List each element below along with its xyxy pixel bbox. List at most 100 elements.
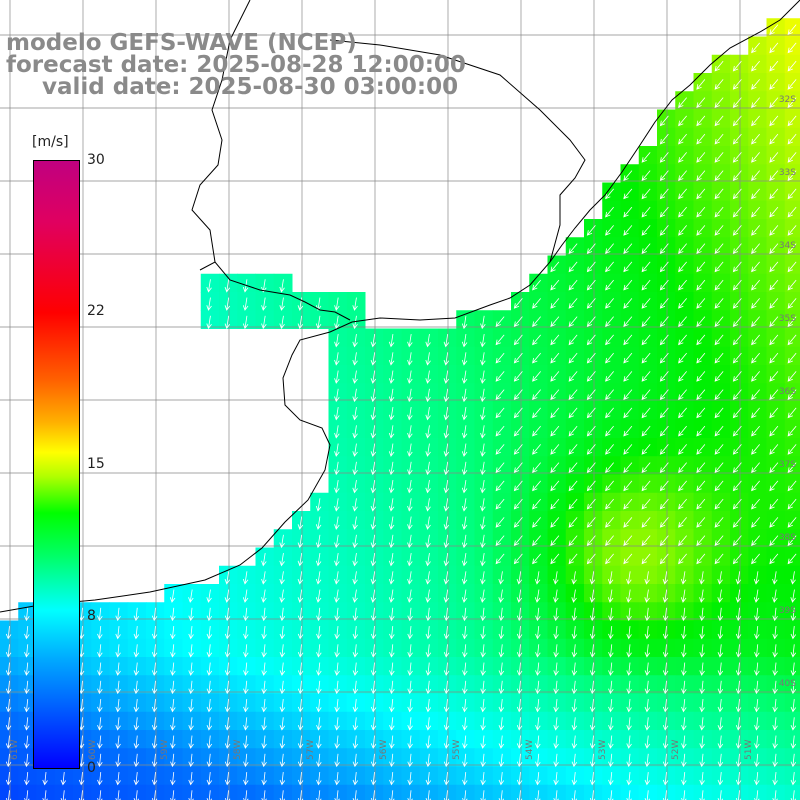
wind-arrow [586, 334, 596, 346]
wind-arrow [334, 680, 340, 695]
wind-arrow [681, 644, 687, 658]
wind-arrow [787, 152, 797, 163]
wind-arrow [243, 644, 249, 658]
wind-arrow [389, 644, 395, 658]
wind-arrow [553, 626, 559, 640]
wind-arrow [532, 352, 541, 364]
wind-arrow [659, 334, 669, 346]
wind-arrow [586, 279, 596, 291]
wind-arrow [352, 498, 358, 512]
wind-arrow [224, 699, 231, 713]
wind-speed-cell [784, 565, 800, 585]
wind-arrow [696, 79, 706, 90]
wind-arrow [334, 553, 340, 567]
wind-arrow [279, 279, 285, 293]
national-border [191, 0, 251, 263]
wind-arrow [678, 371, 687, 382]
wind-arrow [550, 517, 560, 528]
wind-arrow [553, 571, 559, 585]
wind-arrow [261, 717, 267, 731]
wind-arrow [608, 735, 614, 749]
wind-arrow [261, 589, 267, 603]
wind-arrow [224, 735, 231, 749]
wind-arrow [623, 444, 633, 455]
wind-arrow [717, 607, 724, 622]
lat-label: 38S [778, 533, 796, 543]
wind-arrow [425, 388, 431, 403]
wind-arrow [279, 571, 285, 585]
wind-arrow [787, 60, 797, 72]
colorbar-tick-22: 22 [87, 303, 105, 319]
wind-arrow [535, 662, 541, 676]
wind-arrow [717, 644, 724, 658]
wind-arrow [678, 261, 687, 273]
wind-arrow [605, 553, 614, 565]
wind-arrow [678, 170, 687, 181]
wind-arrow [97, 644, 103, 658]
wind-arrow [678, 480, 687, 492]
wind-arrow [297, 626, 304, 640]
wind-arrow [787, 407, 797, 419]
wind-speed-cell [784, 748, 800, 767]
wind-arrow [623, 279, 633, 291]
wind-arrow [623, 298, 633, 309]
wind-arrow [696, 371, 706, 382]
wind-arrow [334, 589, 340, 603]
wind-arrow [407, 443, 413, 457]
wind-arrow [370, 607, 377, 622]
wind-arrow [589, 717, 596, 731]
wind-arrow [699, 772, 705, 786]
wind-arrow [623, 225, 633, 236]
wind-arrow [495, 407, 505, 419]
wind-arrow [352, 443, 358, 457]
wind-arrow [659, 498, 669, 510]
wind-arrow [334, 626, 340, 640]
wind-arrow [370, 680, 377, 695]
wind-arrow [370, 644, 377, 658]
wind-arrow [480, 315, 486, 330]
wind-arrow [334, 498, 340, 512]
wind-arrow [206, 699, 213, 713]
wind-arrow [605, 480, 614, 492]
wind-arrow [461, 480, 468, 494]
wind-arrow [480, 425, 486, 439]
wind-arrow [133, 717, 140, 731]
wind-arrow [681, 626, 687, 640]
wind-arrow [534, 571, 541, 585]
wind-arrow [443, 571, 450, 585]
wind-arrow [717, 699, 724, 713]
wind-arrow [678, 225, 687, 236]
wind-arrow [586, 389, 596, 400]
wind-arrow [732, 279, 742, 291]
wind-arrow [626, 626, 632, 640]
wind-arrow [188, 662, 194, 676]
wind-arrow [696, 498, 706, 510]
wind-arrow [608, 607, 614, 622]
wind-arrow [550, 279, 560, 291]
wind-arrow [787, 170, 797, 181]
wind-arrow [480, 680, 486, 695]
wind-arrow [714, 188, 724, 200]
wind-arrow [243, 662, 249, 676]
wind-arrow [769, 535, 779, 546]
wind-arrow [407, 516, 413, 530]
wind-arrow [425, 443, 431, 457]
wind-arrow [425, 352, 431, 366]
model-title: modelo GEFS-WAVE (NCEP) [6, 30, 357, 56]
wind-arrow [550, 444, 560, 455]
wind-arrow [568, 389, 578, 400]
wind-arrow [571, 662, 578, 676]
wind-arrow [641, 334, 651, 346]
wind-arrow [115, 699, 121, 713]
wind-arrow [735, 626, 742, 640]
wind-arrow [751, 498, 760, 510]
wind-arrow [133, 626, 140, 640]
wind-arrow [388, 334, 395, 348]
wind-arrow [605, 352, 614, 364]
wind-arrow [279, 607, 286, 622]
wind-arrow [516, 571, 523, 585]
wind-arrow [407, 772, 413, 786]
wind-arrow [586, 444, 596, 455]
wind-arrow [714, 243, 724, 254]
wind-arrow [790, 571, 796, 585]
